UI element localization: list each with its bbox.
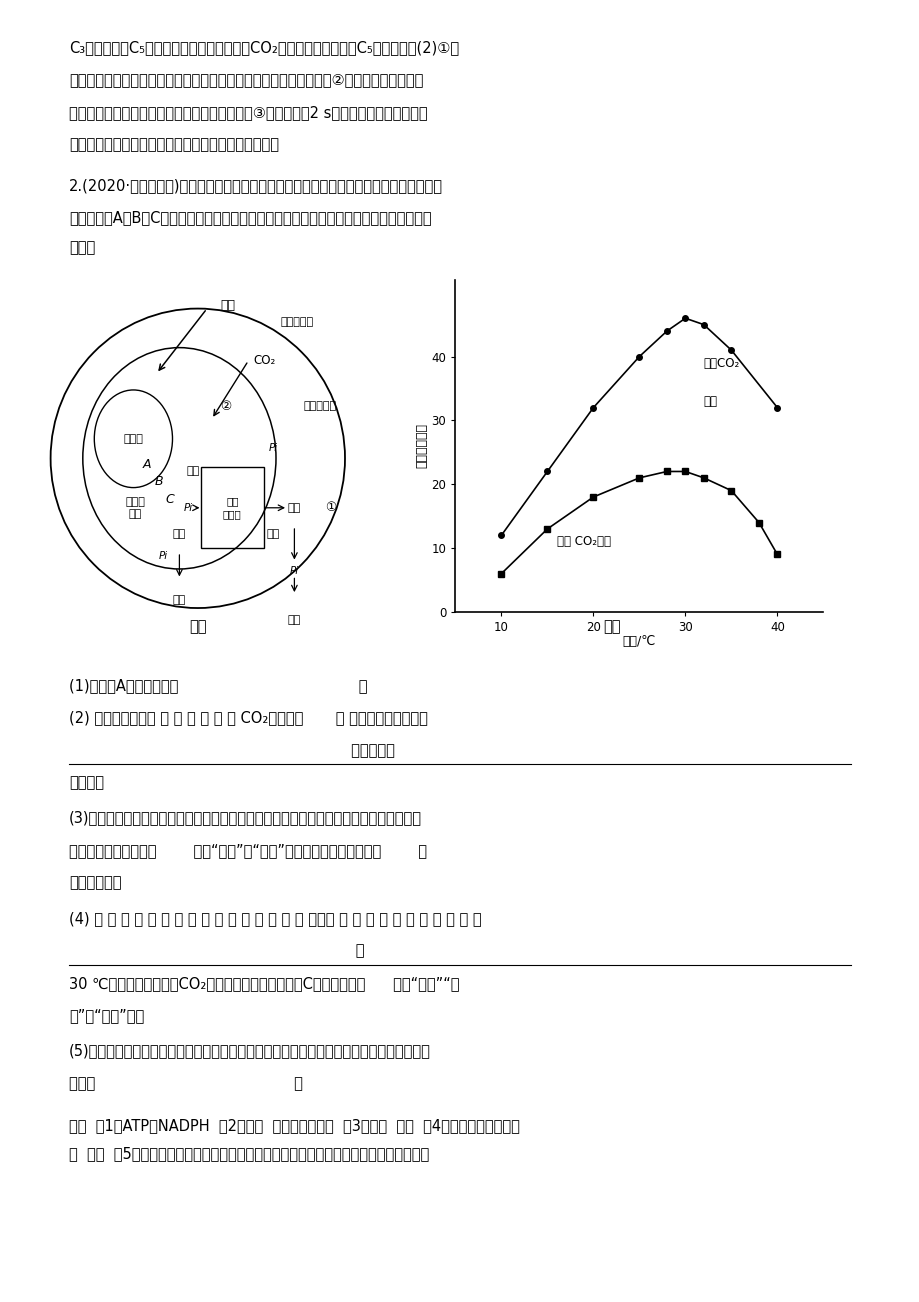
Text: 答案  （1）ATP和NADPH  （2）大气  线粒体（基质）  （3）抑制  淠粉  （4）温度和二氧化碗浓: 答案 （1）ATP和NADPH （2）大气 线粒体（基质） （3）抑制 淠粉 （… xyxy=(69,1117,519,1133)
Text: 度  减小  （5）有机肥被微生物分解既可提高环境中的二氧化碗浓度也可为植物提供无机盐: 度 减小 （5）有机肥被微生物分解既可提高环境中的二氧化碗浓度也可为植物提供无机… xyxy=(69,1146,429,1161)
Text: 淀粉: 淀粉 xyxy=(173,595,186,605)
Text: C: C xyxy=(165,493,175,506)
Text: 叶绿体内膜: 叶绿体内膜 xyxy=(280,316,313,327)
Text: 磷酸相对含量降低时，        （填“促进”或“抑制”）磷酸丙糖的外运，同时        的: 磷酸相对含量降低时， （填“促进”或“抑制”）磷酸丙糖的外运，同时 的 xyxy=(69,842,426,858)
Text: Pi: Pi xyxy=(158,551,167,561)
Text: 意图，其中A、B、C代表物质。图二表示在不同条件下某植株的光合作用速率。请据图分析: 意图，其中A、B、C代表物质。图二表示在不同条件下某植株的光合作用速率。请据图分… xyxy=(69,210,431,225)
Text: B: B xyxy=(154,475,164,488)
Text: 卡尔文
循环: 卡尔文 循环 xyxy=(125,496,145,519)
Text: 光照: 光照 xyxy=(221,299,235,312)
Text: 饱和CO₂: 饱和CO₂ xyxy=(703,357,739,370)
Text: ②: ② xyxy=(220,400,231,413)
Text: CO₂: CO₂ xyxy=(253,354,275,367)
Text: （填场所）: （填场所） xyxy=(69,742,394,758)
Text: (3)磷酸转运器能将磷酸丙糖运出的同时将无机磷酸等量运入叶绻体。当细胞质基质中无机: (3)磷酸转运器能将磷酸丙糖运出的同时将无机磷酸等量运入叶绻体。当细胞质基质中无… xyxy=(69,810,422,825)
Y-axis label: 光合作用速率: 光合作用速率 xyxy=(415,423,428,469)
Text: (1)图一中A代表的物质是                                       。: (1)图一中A代表的物质是 。 xyxy=(69,677,367,693)
Text: C₃含量上升，C₅的生成量减少，而短时间内CO₂的固定速率不变，故C₅含量下降。(2)①分: C₃含量上升，C₅的生成量减少，而短时间内CO₂的固定速率不变，故C₅含量下降。… xyxy=(69,39,459,55)
Text: 蔗糖: 蔗糖 xyxy=(288,615,301,625)
Text: 磷酸: 磷酸 xyxy=(267,529,279,539)
Text: 细胞质基质: 细胞质基质 xyxy=(303,401,336,411)
Text: 产生的。: 产生的。 xyxy=(69,775,104,790)
Text: Pi: Pi xyxy=(184,503,193,513)
Text: 浓度: 浓度 xyxy=(703,395,717,408)
X-axis label: 温度/℃: 温度/℃ xyxy=(622,635,655,648)
Text: 小”或“不变”）。: 小”或“不变”）。 xyxy=(69,1008,144,1023)
Text: 析题中信息可知，实验利用小球藻研究的是光合作用的暗反应阶段。②对每组照光后的小球: 析题中信息可知，实验利用小球藻研究的是光合作用的暗反应阶段。②对每组照光后的小球 xyxy=(69,72,423,87)
Text: 图二: 图二 xyxy=(602,618,620,634)
Text: 合成量增加。: 合成量增加。 xyxy=(69,875,121,891)
Text: ；: ； xyxy=(69,943,364,958)
Text: ①: ① xyxy=(325,501,336,514)
Text: A: A xyxy=(142,458,152,471)
Text: Pi: Pi xyxy=(289,566,299,577)
Text: (2) 充足光照下，光 合 作 用 利 用 的 CO₂主要来自       ， 也有部分是由细胞的: (2) 充足光照下，光 合 作 用 利 用 的 CO₂主要来自 ， 也有部分是由… xyxy=(69,710,427,725)
Text: 大气 CO₂浓度: 大气 CO₂浓度 xyxy=(556,535,610,548)
Text: 原因是                                           。: 原因是 。 xyxy=(69,1075,302,1091)
Text: 出放射性物质，因此放射性首先出现在三碗化合物中。: 出放射性物质，因此放射性首先出现在三碗化合物中。 xyxy=(69,137,278,152)
Text: 丙糖: 丙糖 xyxy=(288,503,301,513)
Text: 丙糖: 丙糖 xyxy=(173,529,186,539)
Text: 图一: 图一 xyxy=(188,618,207,634)
Text: 回答：: 回答： xyxy=(69,240,96,255)
Text: 2.(2020·合肥市调研)植物的光合作用是合成有机物的主要途径。下图一是光合作用过程示: 2.(2020·合肥市调研)植物的光合作用是合成有机物的主要途径。下图一是光合作… xyxy=(69,177,443,193)
Text: Pi: Pi xyxy=(268,443,278,453)
Text: (5)冬季晴天大棚蔬菜的生产除了应适当升温外，还可采取施用有机肥的方法达到增产目的，: (5)冬季晴天大棚蔬菜的生产除了应适当升温外，还可采取施用有机肥的方法达到增产目… xyxy=(69,1043,430,1059)
Text: (4) 图 二 是 利 用 密 闭 大 棚 进 行 实 验 所 得 结 果，这 一 实 验 过 程 中 的 自 变 量 有: (4) 图 二 是 利 用 密 闭 大 棚 进 行 实 验 所 得 结 果，这 … xyxy=(69,910,482,926)
Text: 30 ℃时，给提供饱和和CO₂浓度的大棚通风，图一中C物质合成速率      （填“增加”“减: 30 ℃时，给提供饱和和CO₂浓度的大棚通风，图一中C物质合成速率 （填“增加”… xyxy=(69,975,459,991)
Text: 磷酸: 磷酸 xyxy=(187,466,199,477)
Text: 藻进行处理，使酶失活的目的是终止相关反应。③光照时间为2 s时，在三碗化合物中检测: 藻进行处理，使酶失活的目的是终止相关反应。③光照时间为2 s时，在三碗化合物中检… xyxy=(69,104,427,120)
Text: 类囊体: 类囊体 xyxy=(123,434,143,444)
Text: 磷酸
转运器: 磷酸 转运器 xyxy=(222,496,242,519)
